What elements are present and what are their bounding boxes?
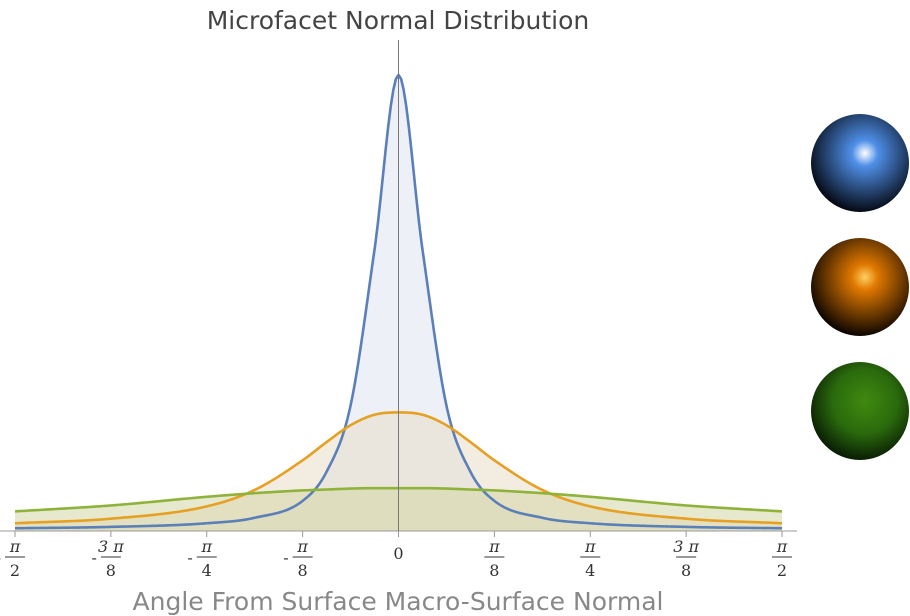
x-tick-label: 0	[393, 544, 403, 563]
x-tick-numerator: π	[488, 537, 500, 556]
x-tick: 3 π8	[673, 531, 700, 580]
x-tick: π 4-	[187, 531, 217, 580]
x-tick-numerator: π	[9, 537, 21, 556]
x-tick-denominator: 4	[585, 561, 595, 580]
x-tick-denominator: 8	[681, 561, 691, 580]
x-tick-sign: -	[283, 548, 288, 567]
x-tick-denominator: 2	[777, 561, 787, 580]
x-tick-numerator: π	[200, 537, 212, 556]
blue-sphere	[811, 114, 909, 212]
x-tick: π2	[772, 531, 792, 580]
x-tick-numerator: π	[296, 537, 308, 556]
x-tick-denominator: 8	[106, 561, 116, 580]
chart-title: Microfacet Normal Distribution	[207, 6, 590, 35]
x-tick-numerator: π	[584, 537, 596, 556]
x-tick-denominator: 8	[298, 561, 308, 580]
x-tick: 0	[393, 531, 404, 563]
x-tick-denominator: 8	[489, 561, 499, 580]
x-tick: π4	[580, 531, 601, 580]
axes	[0, 40, 797, 532]
orange-sphere	[811, 238, 909, 336]
x-tick: π8	[484, 531, 505, 580]
x-tick-sign: -	[0, 548, 1, 567]
x-tick: π 8-	[283, 531, 313, 580]
legend	[811, 114, 909, 460]
x-tick: 3 π 8-	[91, 531, 124, 580]
x-tick-sign: -	[91, 548, 96, 567]
x-tick-sign: -	[187, 548, 192, 567]
x-tick-numerator: π	[776, 537, 788, 556]
green-sphere	[811, 362, 909, 460]
x-tick-numerator: 3 π	[98, 537, 124, 556]
x-tick-denominator: 4	[202, 561, 212, 580]
x-tick: π 2-	[0, 531, 25, 580]
x-tick-numerator: 3 π	[673, 537, 699, 556]
x-tick-denominator: 2	[10, 561, 20, 580]
x-axis-label: Angle From Surface Macro-Surface Normal	[133, 587, 664, 616]
